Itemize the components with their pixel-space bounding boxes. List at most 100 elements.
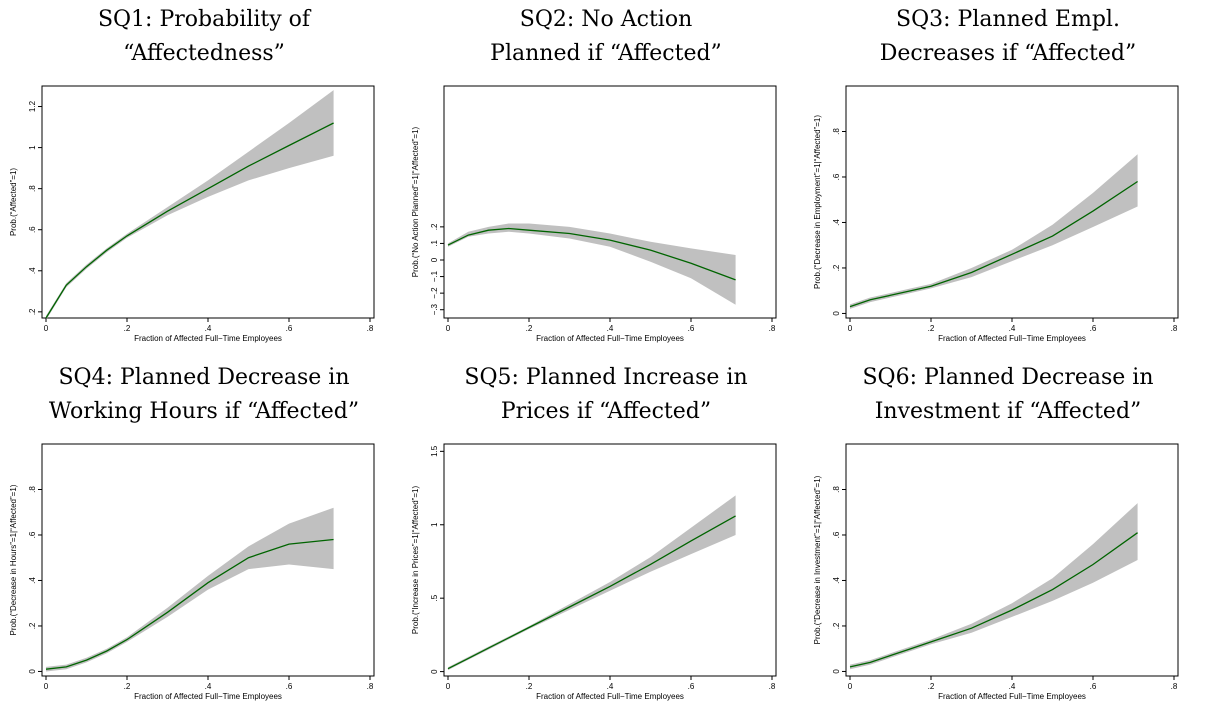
y-tick-label: 1: [28, 145, 37, 150]
chart-sq3: 0 .2 .4 .6 .8 0 .2 .4 .6 .8 Fraction of Affected F…: [813, 85, 1179, 343]
fitted-line: [849, 532, 1138, 668]
y-tick-label: .6: [832, 531, 841, 538]
panel-title-line1: SQ4: Planned Decrease in: [58, 365, 350, 390]
panel-title-line2: “Affectedness”: [123, 41, 285, 66]
panel-title-line1: SQ3: Planned Empl.: [896, 7, 1120, 32]
y-tick-label: .4: [28, 267, 37, 274]
panel-title-line1: SQ6: Planned Decrease in: [862, 365, 1154, 390]
y-tick-label: 0: [832, 311, 841, 316]
panel-title-line1: SQ5: Planned Increase in: [464, 365, 748, 390]
confidence-band: [46, 507, 334, 672]
panel-title-line2: Decreases if “Affected”: [879, 41, 1137, 66]
y-tick-label: 1.2: [28, 100, 37, 112]
x-tick-label: .4: [607, 324, 614, 333]
x-axis-title: Fraction of Affected Full−Time Employees: [536, 692, 684, 701]
x-tick-label: 0: [848, 682, 853, 691]
y-tick-label: .6: [832, 173, 841, 180]
x-tick-label: .6: [286, 682, 293, 691]
x-tick-label: .6: [688, 682, 695, 691]
y-tick-label: .2: [430, 223, 439, 230]
y-tick-label: .8: [28, 185, 37, 192]
y-tick-label: 0: [28, 669, 37, 674]
confidence-band: [448, 495, 736, 671]
x-tick-label: .2: [526, 682, 533, 691]
x-axis-title: Fraction of Affected Full−Time Employees: [536, 334, 684, 343]
panel-sq4: SQ4: Planned Decrease in Working Hours i…: [4, 358, 404, 716]
x-tick-label: 0: [446, 324, 451, 333]
panel-title-line2: Planned if “Affected”: [490, 41, 722, 66]
fitted-line: [849, 180, 1138, 308]
panel-title-line1: SQ2: No Action: [519, 7, 693, 32]
x-axis-title: Fraction of Affected Full−Time Employees: [938, 692, 1086, 701]
y-tick-label: 0: [430, 669, 439, 674]
y-tick-label: −.1: [430, 270, 439, 282]
x-tick-label: .8: [769, 324, 776, 333]
confidence-band: [448, 223, 736, 305]
panel-sq3: SQ3: Planned Empl. Decreases if “Affecte…: [808, 0, 1208, 358]
y-tick-label: −.3: [430, 303, 439, 315]
x-tick-label: .4: [205, 682, 212, 691]
y-axis-title: Prob.(“Affected”=1): [9, 168, 18, 236]
y-axis-title: Prob.(“Decrease in Employment”=1|“Affect…: [813, 115, 822, 289]
y-tick-label: 1: [430, 522, 439, 527]
x-tick-label: 0: [446, 682, 451, 691]
x-tick-label: .8: [1171, 682, 1178, 691]
x-axis-title: Fraction of Affected Full−Time Employees: [938, 334, 1086, 343]
plot-frame: [443, 443, 777, 677]
panel-sq6: SQ6: Planned Decrease in Investment if “…: [808, 358, 1208, 716]
panel-sq2: SQ2: No Action Planned if “Affected” 0 .2…: [406, 0, 806, 358]
x-tick-label: 0: [44, 682, 49, 691]
y-tick-label: .2: [28, 622, 37, 629]
x-tick-label: .4: [1009, 324, 1016, 333]
x-tick-label: .2: [928, 324, 935, 333]
x-tick-label: .2: [928, 682, 935, 691]
panel-title-line2: Investment if “Affected”: [874, 399, 1142, 424]
y-tick-label: 0: [832, 669, 841, 674]
y-tick-label: 1.5: [430, 445, 439, 457]
x-tick-label: .8: [367, 324, 374, 333]
y-tick-label: .4: [832, 219, 841, 226]
panel-title-line1: SQ1: Probability of: [97, 7, 311, 32]
confidence-band: [46, 90, 334, 321]
y-axis-title: Prob.(“Decrease in Investment”=1|“Affect…: [813, 475, 822, 644]
x-tick-label: .6: [688, 324, 695, 333]
x-tick-label: .2: [526, 324, 533, 333]
x-tick-label: .2: [124, 324, 131, 333]
x-tick-label: .8: [769, 682, 776, 691]
y-tick-label: .1: [430, 240, 439, 247]
fitted-line: [447, 515, 736, 670]
fitted-line: [447, 227, 736, 281]
x-tick-label: 0: [848, 324, 853, 333]
x-tick-label: 0: [44, 324, 49, 333]
x-tick-label: .8: [367, 682, 374, 691]
chart-sq5: 0 .2 .4 .6 .8 0 .5 1 1.5 Fraction of Affected Ful…: [411, 443, 777, 701]
x-tick-label: .4: [205, 324, 212, 333]
x-tick-label: .6: [286, 324, 293, 333]
y-tick-label: .8: [28, 486, 37, 493]
x-tick-label: .4: [607, 682, 614, 691]
x-axis-title: Fraction of Affected Full−Time Employees: [134, 692, 282, 701]
chart-sq4: 0 .2 .4 .6 .8 0 .2 .4 .6 .8 Fraction of Affected F…: [9, 443, 375, 701]
y-tick-label: 0: [430, 257, 439, 262]
panel-title-line2: Prices if “Affected”: [500, 399, 712, 424]
x-tick-label: .6: [1090, 324, 1097, 333]
y-tick-label: .8: [832, 128, 841, 135]
chart-sq6: 0 .2 .4 .6 .8 0 .2 .4 .6 .8 Fraction of Affected F…: [813, 443, 1179, 701]
y-tick-label: .2: [832, 264, 841, 271]
y-axis-title: Prob.(“Decrease in Hours”=1|“Affected”=1…: [9, 484, 18, 635]
chart-sq1: 0 .2 .4 .6 .8 .2 .4 .6 .8 1 1.2 Fraction of Affecte…: [9, 85, 375, 343]
fitted-line: [45, 122, 334, 319]
x-tick-label: .4: [1009, 682, 1016, 691]
y-tick-label: .4: [832, 577, 841, 584]
y-tick-label: .2: [832, 622, 841, 629]
y-tick-label: .4: [28, 577, 37, 584]
panel-sq5: SQ5: Planned Increase in Prices if “Affe…: [406, 358, 806, 716]
panel-sq1: SQ1: Probability of “Affectedness” 0 .2 .4…: [4, 0, 404, 358]
y-axis-title: Prob.(“No Action Planned”=1|“Affected”=1…: [411, 126, 420, 277]
x-tick-label: .8: [1171, 324, 1178, 333]
y-tick-label: .2: [28, 308, 37, 315]
y-tick-label: −.2: [430, 287, 439, 299]
y-tick-label: .8: [832, 486, 841, 493]
x-tick-label: .2: [124, 682, 131, 691]
